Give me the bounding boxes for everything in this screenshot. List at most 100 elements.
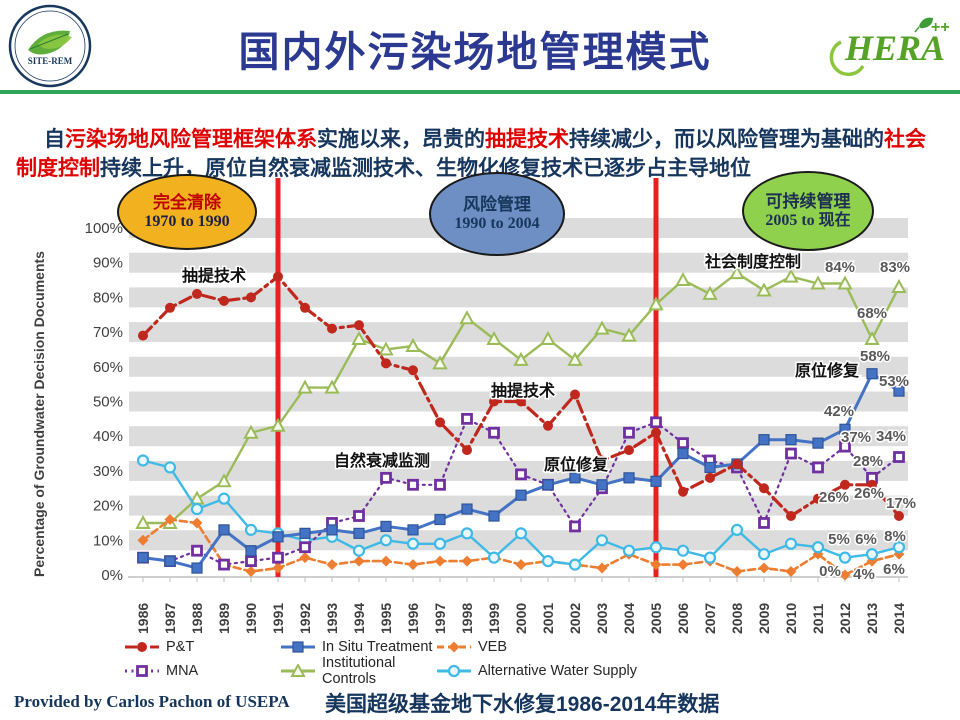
svg-text:80%: 80%: [93, 289, 123, 306]
page-title: 国内外污染场地管理模式: [238, 29, 712, 75]
svg-text:1989: 1989: [216, 603, 232, 634]
intro-segment: 持续减少，而以风险管理为基础的: [569, 128, 884, 151]
intro-segment-highlight: 社会制度控制: [16, 128, 926, 180]
svg-text:68%: 68%: [857, 305, 887, 322]
legend-item-mna: MNA: [124, 660, 280, 681]
y-axis-ticks: 0% 10% 20% 30% 40% 50% 60% 70% 80% 90% 100%: [85, 220, 123, 584]
veb-legend-marker: [437, 641, 471, 652]
x-axis: 1986 1987 1988 1989 1990 1991 1992 1993 1994 1995…: [128, 576, 908, 634]
svg-text:1994: 1994: [351, 603, 367, 634]
svg-text:2013: 2013: [864, 603, 880, 634]
intro-segment: 持续上升，原位自然衰减监测技术、生物化修复技术已逐步占主导地位: [100, 157, 751, 180]
hera-leaf-icon: [914, 17, 933, 33]
phase-range: 1990 to 2004: [454, 214, 540, 232]
svg-text:28%: 28%: [853, 453, 883, 470]
svg-text:2001: 2001: [540, 603, 556, 634]
hera-swoosh: [829, 40, 865, 77]
legend-item-in-situ-treatment: In Situ Treatment: [280, 636, 436, 657]
phase-ellipse-sustainable-management: 可持续管理 2005 to 现在: [742, 171, 874, 251]
point-value-labels: 84% 83%68%58%53%42%37% 34%28%26% 26%17%5% 6%…: [817, 258, 917, 585]
svg-text:1997: 1997: [432, 603, 448, 634]
pt-legend-marker: [125, 641, 159, 652]
svg-text:53%: 53%: [879, 373, 909, 390]
y-axis-title: Percentage of Groundwater Decision Docum…: [31, 251, 47, 577]
svg-text:50%: 50%: [93, 394, 123, 411]
svg-text:抽提技术: 抽提技术: [491, 381, 555, 400]
legend-label: Institutional Controls: [322, 654, 396, 687]
hera-wordmark: HERA: [844, 28, 945, 68]
svg-text:1995: 1995: [378, 603, 394, 634]
legend-label: VEB: [478, 638, 508, 655]
intro-paragraph: 自污染场地风险管理框架体系实施以来，昂贵的抽提技术持续减少，而以风险管理为基础的…: [16, 125, 946, 183]
svg-text:0%: 0%: [101, 567, 123, 584]
svg-text:60%: 60%: [93, 359, 123, 376]
header: SITE-REM 国内外污染场地管理模式 HERA ++: [0, 0, 960, 92]
in-situ-legend-marker: [281, 640, 315, 653]
svg-text:34%: 34%: [876, 428, 906, 445]
legend-label: In Situ Treatment: [322, 638, 433, 655]
svg-text:1991: 1991: [270, 603, 286, 634]
hera-logo: HERA ++: [829, 17, 950, 77]
svg-text:2005: 2005: [648, 603, 664, 634]
svg-text:90%: 90%: [93, 255, 123, 272]
svg-text:2010: 2010: [783, 603, 799, 634]
svg-text:2011: 2011: [810, 603, 826, 634]
legend-label: MNA: [166, 662, 199, 679]
phase-ellipse-complete-cleanup: 完全清除 1970 to 1990: [117, 174, 257, 250]
svg-text:1987: 1987: [162, 603, 178, 634]
chart-legend: P&T In Situ Treatment VEB MNA Institutio…: [124, 636, 637, 687]
svg-text:6%: 6%: [855, 531, 877, 548]
svg-text:8%: 8%: [884, 528, 906, 545]
credit-text: Provided by Carlos Pachon of USEPA: [14, 692, 290, 711]
svg-text:58%: 58%: [860, 348, 890, 365]
svg-text:1988: 1988: [189, 603, 205, 634]
phase-divider-lines: [275, 178, 659, 577]
svg-text:84%: 84%: [825, 259, 855, 276]
svg-text:26%: 26%: [854, 485, 884, 502]
svg-text:1986: 1986: [135, 603, 151, 634]
svg-text:抽提技术: 抽提技术: [182, 266, 246, 285]
svg-text:83%: 83%: [880, 259, 910, 276]
intro-segment-highlight: 污染场地风险管理框架体系: [65, 128, 317, 151]
svg-text:2000: 2000: [513, 603, 529, 634]
legend-item-veb: VEB: [436, 636, 637, 657]
svg-text:26%: 26%: [819, 489, 849, 506]
legend-label: P&T: [166, 638, 195, 655]
svg-text:4%: 4%: [853, 566, 875, 583]
alternative-water-supply-legend-marker: [437, 664, 471, 677]
phase-label: 风险管理: [463, 195, 531, 215]
svg-text:1990: 1990: [243, 603, 259, 634]
svg-text:1998: 1998: [459, 603, 475, 634]
phase-ellipse-risk-management: 风险管理 1990 to 2004: [429, 172, 565, 256]
phase-label: 完全清除: [153, 193, 221, 213]
intro-segment: 实施以来，昂贵的: [317, 128, 485, 151]
legend-item-institutional-controls: Institutional Controls: [280, 655, 436, 687]
svg-text:10%: 10%: [93, 532, 123, 549]
svg-text:1999: 1999: [486, 603, 502, 634]
svg-text:40%: 40%: [93, 428, 123, 445]
svg-text:2006: 2006: [675, 603, 691, 634]
site-rem-text: SITE-REM: [28, 56, 73, 66]
svg-text:30%: 30%: [93, 463, 123, 480]
svg-text:自然衰减监测: 自然衰减监测: [334, 451, 430, 470]
series-aws: [136, 454, 906, 571]
site-rem-logo: SITE-REM: [8, 4, 92, 88]
series-ic: [135, 265, 907, 529]
svg-text:6%: 6%: [883, 561, 905, 578]
svg-text:70%: 70%: [93, 324, 123, 341]
svg-text:2009: 2009: [756, 603, 772, 634]
legend-label: Alternative Water Supply: [478, 662, 638, 679]
svg-text:5%: 5%: [828, 531, 850, 548]
svg-text:2014: 2014: [891, 603, 907, 634]
hera-plus-plus: ++: [931, 19, 950, 36]
phase-range: 2005 to 现在: [765, 211, 851, 229]
svg-text:2002: 2002: [567, 603, 583, 634]
svg-text:2003: 2003: [594, 603, 610, 634]
legend-item-alternative-water-supply: Alternative Water Supply: [436, 660, 637, 681]
svg-text:17%: 17%: [886, 495, 916, 512]
intro-segment-highlight: 抽提技术: [485, 128, 569, 151]
header-divider: [0, 90, 960, 94]
svg-text:社会制度控制: 社会制度控制: [704, 252, 801, 271]
